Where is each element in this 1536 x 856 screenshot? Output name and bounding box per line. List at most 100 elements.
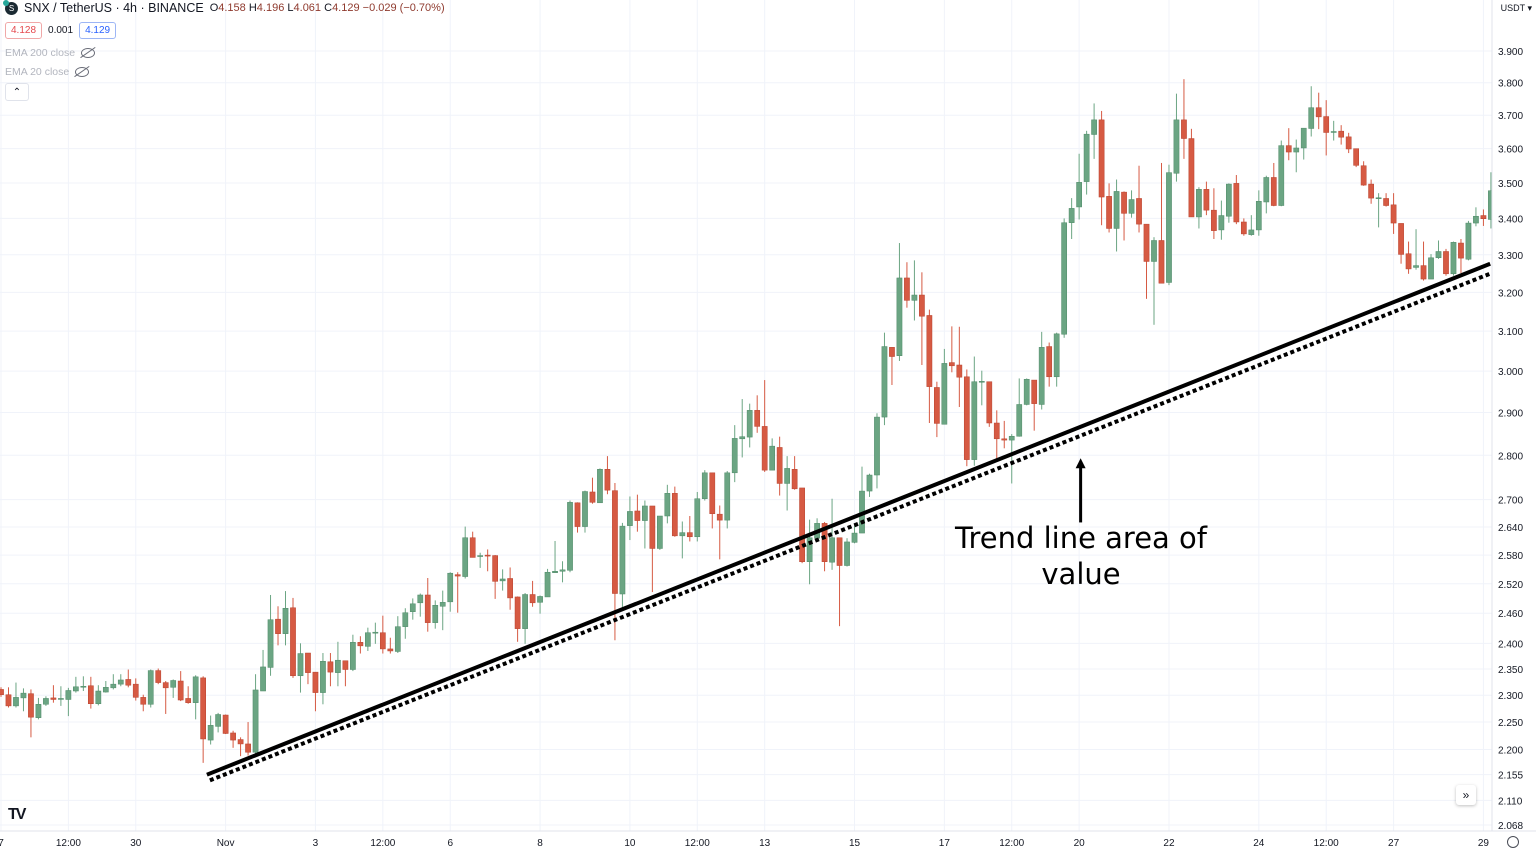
candle-body <box>537 596 543 603</box>
candle <box>73 676 79 693</box>
candle-body <box>155 670 162 683</box>
candle <box>664 484 671 524</box>
candle <box>694 491 701 542</box>
candle <box>559 561 566 583</box>
candle-body <box>492 555 498 582</box>
buy-price-button[interactable]: 4.129 <box>79 22 117 39</box>
currency-dropdown[interactable]: USDT ▾ <box>1498 2 1534 15</box>
candle <box>686 516 693 542</box>
time-axis-labels: 7 12:00 30 Nov 3 12:00 6 8 10 12:00 13 15 17 12:00 20 2… <box>0 838 1489 849</box>
indicator-label: EMA 200 close <box>5 47 76 59</box>
candle <box>671 486 678 537</box>
candle-body <box>627 511 633 526</box>
annotation-line: Trend line area of <box>955 521 1207 555</box>
candle <box>963 369 970 467</box>
eye-off-icon[interactable] <box>81 48 96 58</box>
candle <box>1308 86 1315 137</box>
candle <box>1181 79 1187 159</box>
candle-body <box>1023 378 1030 405</box>
candle <box>806 519 813 585</box>
candle-body <box>110 683 117 689</box>
candle-body <box>1128 199 1135 214</box>
candle-body <box>95 690 102 705</box>
candle <box>342 660 349 687</box>
candle <box>1061 218 1068 338</box>
candle-body <box>582 491 588 527</box>
candle <box>1121 191 1127 241</box>
trend-lines[interactable] <box>206 261 1493 783</box>
symbol-title[interactable]: SNX / TetherUS · 4h · BINANCE <box>24 1 204 15</box>
candle-body <box>1420 265 1427 280</box>
candle-body <box>1360 165 1367 186</box>
candle <box>290 597 296 678</box>
open-value: 4.158 <box>218 2 246 14</box>
candle-body <box>237 739 244 745</box>
price-tick-label: 2.250 <box>1498 718 1523 729</box>
candle-body <box>1248 229 1255 235</box>
candle <box>746 403 753 448</box>
candle <box>1001 420 1008 449</box>
candle <box>1480 209 1487 226</box>
price-axis[interactable] <box>1492 0 1536 831</box>
candle <box>627 496 633 541</box>
time-tick-label: 12:00 <box>1314 838 1339 849</box>
candle <box>177 671 184 702</box>
price-tick-label: 3.400 <box>1498 214 1523 225</box>
candle-body <box>993 422 1000 440</box>
candle-body <box>791 469 798 490</box>
candle-body <box>701 472 708 499</box>
candle-body <box>65 690 72 700</box>
candle <box>424 577 431 632</box>
candle <box>95 685 102 706</box>
candle-body <box>365 632 371 647</box>
gear-icon[interactable] <box>1507 836 1519 848</box>
candle-body <box>1435 251 1442 259</box>
candle <box>1038 331 1045 410</box>
sell-price-button[interactable]: 4.128 <box>5 22 43 39</box>
candle <box>1136 165 1142 233</box>
candle-body <box>50 697 57 700</box>
candle-body <box>1113 191 1120 229</box>
candle-body <box>911 294 918 301</box>
candle <box>147 669 154 708</box>
candle <box>1233 175 1240 225</box>
candle-body <box>1151 240 1157 262</box>
candle <box>1315 92 1322 130</box>
price-tick-label: 2.200 <box>1498 745 1523 756</box>
candle <box>20 688 27 712</box>
candle-body <box>379 632 386 650</box>
candle <box>327 653 334 687</box>
candle <box>1091 103 1097 159</box>
eye-off-icon[interactable] <box>75 67 90 77</box>
open-label: O <box>209 2 219 14</box>
candle <box>275 606 281 646</box>
candle <box>522 593 528 644</box>
candle-body <box>604 469 611 491</box>
time-axis[interactable] <box>0 831 1536 856</box>
candle-body <box>971 381 978 460</box>
candle-body <box>1046 346 1053 378</box>
collapse-legend-button[interactable]: ⌃ <box>5 83 29 101</box>
tradingview-logo[interactable]: TV <box>8 806 27 823</box>
candle <box>1285 128 1292 161</box>
candle <box>836 537 843 627</box>
candle-body <box>1196 189 1202 218</box>
candle-body <box>1353 148 1359 166</box>
candle <box>87 676 94 709</box>
candle <box>335 641 341 687</box>
scroll-to-realtime-button[interactable]: » <box>1456 785 1476 805</box>
indicator-ema-200[interactable]: EMA 200 close <box>5 47 96 59</box>
candle <box>1031 379 1038 431</box>
candle <box>454 572 461 613</box>
price-tick-label: 2.800 <box>1498 451 1523 462</box>
candle-body <box>679 532 686 537</box>
dotted-trend-line[interactable] <box>209 271 1493 783</box>
candle <box>1053 332 1060 387</box>
candle-body <box>162 682 169 689</box>
candle <box>537 595 543 614</box>
candle-body <box>657 515 663 549</box>
candle <box>761 380 768 472</box>
solid-trend-line[interactable] <box>206 261 1491 777</box>
indicator-ema-20[interactable]: EMA 20 close <box>5 66 90 78</box>
